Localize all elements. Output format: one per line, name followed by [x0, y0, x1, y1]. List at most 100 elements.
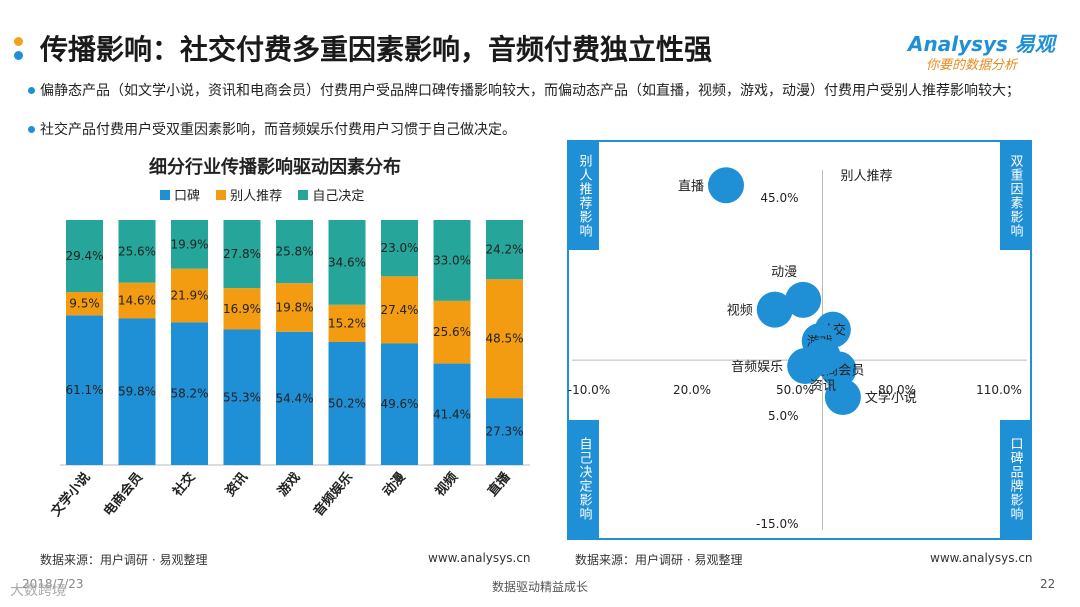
- legend-item: 自己决定: [298, 185, 364, 204]
- bar-value-label: 16.9%: [223, 302, 261, 316]
- bar-segment: [223, 220, 261, 289]
- bar-value-label: 61.1%: [65, 383, 103, 397]
- bullet-dot-icon: [28, 126, 35, 133]
- bar-value-label: 48.5%: [485, 332, 523, 346]
- bubble-point: [756, 291, 793, 328]
- bar-value-label: 58.2%: [170, 387, 208, 401]
- data-source-right: 数据来源：用户调研 · 易观整理: [575, 553, 743, 567]
- x-tick-label: 直播: [485, 469, 515, 500]
- bar-segment: [381, 343, 418, 465]
- bar-segment: [171, 268, 208, 323]
- quadrant-chart-frame: [567, 140, 1032, 540]
- bar-value-label: 21.9%: [170, 289, 208, 303]
- legend-swatch-word-of-mouth: [160, 189, 170, 200]
- title-accent-dot-orange: [14, 37, 23, 46]
- bullet-point: 社交产品付费用户受双重因素影响，而音频娱乐付费用户习惯于自己做决定。: [28, 121, 1050, 139]
- bubble-label: 资讯: [810, 379, 836, 394]
- bubble-label: 音频娱乐: [731, 359, 783, 375]
- legend-item: 别人推荐: [216, 185, 282, 204]
- bar-segment: [66, 292, 103, 316]
- logo-text: Analysys 易观: [908, 32, 1055, 56]
- legend-label: 口碑: [174, 189, 201, 204]
- bubble-label: 直播: [678, 179, 704, 194]
- website-link-right[interactable]: www.analysys.cn: [930, 551, 1033, 565]
- x-tick-label: 游戏: [275, 469, 304, 499]
- bar-segment: [486, 279, 523, 399]
- chart-title: 细分行业传播影响驱动因素分布: [149, 157, 401, 178]
- logo-tagline: 你要的数据分析: [926, 58, 1018, 73]
- bubble-point: [785, 281, 822, 318]
- bar-value-label: 29.4%: [65, 249, 103, 263]
- bar-segment: [118, 220, 156, 283]
- legend-item: 口碑: [160, 185, 200, 204]
- bar-value-label: 25.6%: [433, 325, 471, 339]
- bar-segment: [486, 398, 523, 465]
- bubble-label: 动漫: [771, 265, 797, 280]
- bar-value-label: 34.6%: [328, 255, 366, 269]
- bar-segment: [433, 220, 471, 301]
- y-axis-title: 别人推荐: [841, 169, 893, 184]
- bar-segment: [381, 220, 418, 277]
- bar-value-label: 27.4%: [380, 303, 418, 317]
- bar-value-label: 54.4%: [275, 391, 313, 405]
- x-tick-label: 50.0%: [776, 383, 814, 397]
- bar-segment: [276, 283, 313, 332]
- legend-label: 自己决定: [312, 189, 365, 204]
- analysys-logo: Analysys 易观 你要的数据分析: [908, 28, 1068, 74]
- x-tick-label: 80.0%: [878, 383, 916, 397]
- legend-swatch-self: [298, 189, 309, 200]
- bubble-label: 文学小说: [865, 390, 917, 406]
- bar-segment: [328, 304, 366, 343]
- bar-segment: [223, 329, 261, 465]
- page-title: 传播影响：社交付费多重因素影响，音频付费独立性强: [40, 33, 713, 66]
- bar-value-label: 41.4%: [433, 407, 471, 421]
- bar-value-label: 19.9%: [170, 237, 208, 251]
- bar-segment: [486, 220, 523, 280]
- quadrant-bubble-chart: -10.0%20.0%50.0%80.0%110.0%45.0%25.0%5.0…: [568, 167, 1027, 531]
- bar-segment: [118, 318, 156, 465]
- x-tick-label: 资讯: [222, 469, 251, 499]
- bar-value-label: 15.2%: [328, 316, 366, 330]
- bar-segment: [171, 322, 208, 465]
- chart-legend: 口碑 别人推荐 自己决定: [160, 185, 376, 204]
- watermark-text: 大数跨境: [10, 583, 66, 599]
- bar-segment: [276, 331, 313, 465]
- website-link-left[interactable]: www.analysys.cn: [428, 551, 531, 565]
- bar-value-label: 25.6%: [118, 244, 156, 258]
- bar-segment: [66, 220, 103, 293]
- bar-segment: [223, 288, 261, 330]
- bar-segment: [433, 300, 471, 364]
- y-tick-label: 45.0%: [760, 191, 798, 205]
- quadrant-label-bottom-left: 自己决定影响: [569, 420, 599, 538]
- bar-segment: [171, 220, 208, 269]
- x-tick-label: 110.0%: [976, 383, 1022, 397]
- quadrant-label-top-left: 别人推荐影响: [569, 142, 599, 250]
- bullet-point: 偏静态产品（如文学小说，资讯和电商会员）付费用户受品牌口碑传播影响较大，而偏动态…: [28, 82, 1050, 100]
- quadrant-label-top-right: 双重因素影响: [1000, 142, 1030, 250]
- bullet-text: 社交产品付费用户受双重因素影响，而音频娱乐付费用户习惯于自己做决定。: [40, 122, 516, 138]
- bar-value-label: 27.3%: [485, 425, 523, 439]
- stacked-bar-chart: 61.1% 9.5% 29.4% 文学小说 59.8% 14.6% 25.6% 电商会员 58.…: [48, 220, 530, 519]
- bar-value-label: 23.0%: [380, 241, 418, 255]
- bar-value-label: 49.6%: [380, 397, 418, 411]
- x-tick-label: 文学小说: [48, 469, 94, 519]
- x-tick-label: 动漫: [380, 469, 409, 499]
- footer-date: 2018/7/23: [22, 577, 84, 591]
- bar-value-label: 19.8%: [275, 300, 313, 314]
- bar-value-label: 27.8%: [223, 247, 261, 261]
- y-tick-label: 5.0%: [768, 409, 799, 423]
- x-tick-label: -10.0%: [568, 383, 610, 397]
- x-tick-label: 音频娱乐: [310, 469, 356, 519]
- bar-segment: [433, 363, 471, 465]
- x-tick-label: 电商会员: [100, 469, 146, 519]
- bubble-point: [824, 379, 861, 415]
- y-tick-label: -15.0%: [756, 517, 798, 531]
- title-accent-dot-blue: [14, 51, 23, 60]
- bullet-dot-icon: [28, 87, 35, 94]
- legend-swatch-recommend: [216, 189, 227, 200]
- bar-segment: [276, 220, 313, 284]
- data-source-left: 数据来源：用户调研 · 易观整理: [40, 553, 208, 567]
- bar-value-label: 59.8%: [118, 385, 156, 399]
- bar-segment: [118, 282, 156, 319]
- x-tick-label: 社交: [169, 469, 199, 500]
